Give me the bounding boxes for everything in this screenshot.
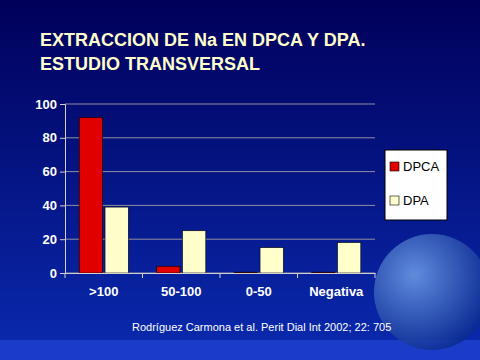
- title: EXTRACCION DE Na EN DPCA Y DPA.: [40, 30, 365, 50]
- grid-line: [65, 104, 375, 105]
- y-axis-line: [60, 105, 66, 274]
- y-tick-mark: [60, 172, 65, 173]
- bar: [79, 118, 102, 273]
- y-tick: 60: [43, 164, 65, 179]
- x-tick: >100: [89, 273, 118, 299]
- grid-line: [65, 137, 375, 138]
- bar: [234, 272, 257, 273]
- y-tick: 20: [43, 232, 65, 247]
- y-tick-label: 40: [43, 198, 57, 213]
- y-tick: 100: [35, 97, 65, 112]
- y-tick-mark: [60, 239, 65, 240]
- y-tick: 40: [43, 198, 65, 213]
- bar: [338, 243, 361, 273]
- legend-swatch: [390, 162, 399, 171]
- legend-label: DPCA: [403, 159, 439, 174]
- y-tick: 80: [43, 130, 65, 145]
- x-divider: [65, 273, 66, 278]
- bars: [79, 118, 361, 273]
- legend-label: DPA: [403, 193, 429, 208]
- y-tick-label: 20: [43, 232, 57, 247]
- y-tick-mark: [60, 273, 65, 274]
- x-tick: 0-50: [246, 273, 272, 299]
- legend: DPCA DPA: [385, 150, 447, 220]
- x-tick-label: 0-50: [246, 284, 272, 299]
- y-tick-label: 80: [43, 130, 57, 145]
- grid-line: [65, 205, 375, 206]
- y-tick-mark: [60, 138, 65, 139]
- x-tick-label: >100: [89, 284, 118, 299]
- annotation: Rodríguez Carmona et al. Perit Dial Int …: [132, 321, 391, 333]
- y-tick-label: 60: [43, 164, 57, 179]
- x-tick-label: Negativa: [309, 284, 364, 299]
- x-divider: [220, 273, 221, 278]
- subtitle: ESTUDIO TRANSVERSAL: [40, 54, 260, 74]
- y-tick: 0: [50, 266, 65, 281]
- x-tick: 50-100: [161, 273, 201, 299]
- x-tick-label: 50-100: [161, 284, 201, 299]
- x-divider: [142, 273, 143, 278]
- y-tick-label: 0: [50, 266, 57, 281]
- bar: [157, 266, 180, 273]
- legend-swatch: [390, 196, 399, 205]
- bar: [312, 272, 335, 273]
- x-tick: Negativa: [309, 273, 364, 299]
- bar: [105, 207, 128, 273]
- grid-line: [65, 171, 375, 172]
- y-tick-mark: [60, 104, 65, 105]
- y-tick-label: 100: [35, 97, 57, 112]
- legend-box: [385, 150, 447, 220]
- x-divider: [375, 273, 376, 278]
- x-axis: >100 50-100 0-50 Negativa: [66, 273, 376, 299]
- chart: EXTRACCION DE Na EN DPCA Y DPA. ESTUDIO T…: [0, 0, 480, 360]
- x-divider: [297, 273, 298, 278]
- bar: [183, 231, 206, 273]
- bar: [260, 248, 283, 273]
- y-axis: 0 20 40 60 80 100: [35, 97, 65, 281]
- y-tick-mark: [60, 205, 65, 206]
